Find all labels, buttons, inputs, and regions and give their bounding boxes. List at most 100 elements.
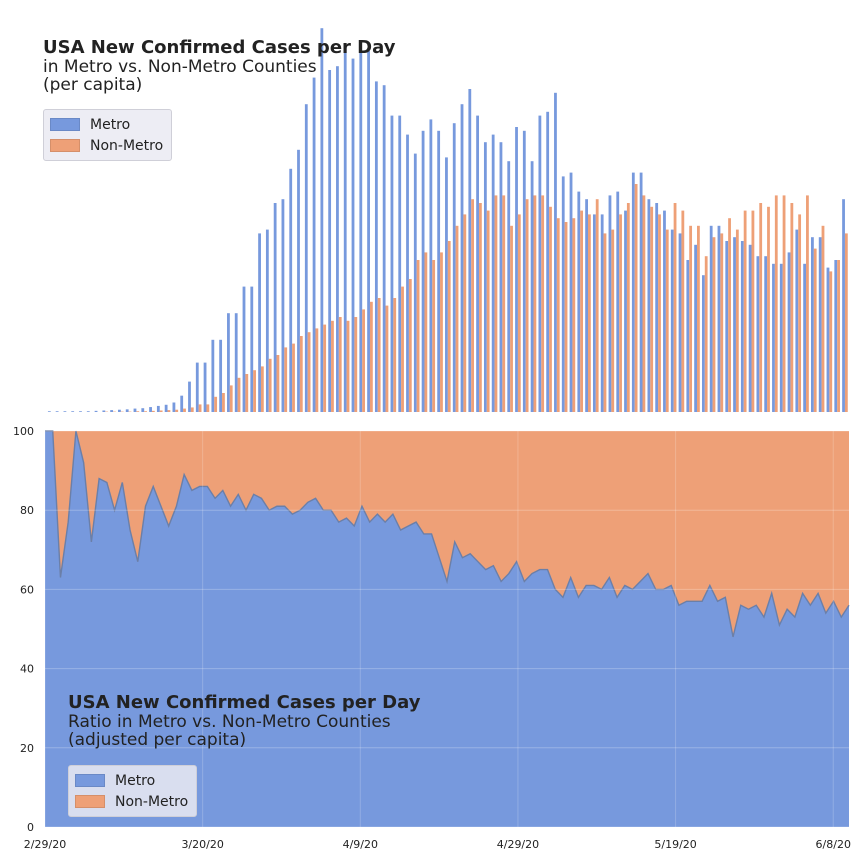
bar-metro xyxy=(460,104,464,412)
bar-metro xyxy=(663,210,666,412)
bar-metro xyxy=(639,172,643,412)
bar-non-metro xyxy=(650,206,654,412)
legend-item-metro: Metro xyxy=(50,114,163,135)
bar-metro xyxy=(515,127,518,412)
bar-non-metro xyxy=(206,404,210,412)
bar-non-metro xyxy=(829,271,833,412)
bar-non-metro xyxy=(136,411,140,412)
bar-metro xyxy=(273,203,277,412)
bar-non-metro xyxy=(767,206,770,412)
bar-metro xyxy=(709,225,713,412)
legend-label-non-metro: Non-Metro xyxy=(90,137,164,154)
legend-swatch-metro xyxy=(50,118,80,131)
bar-non-metro xyxy=(549,206,552,412)
bar-metro xyxy=(779,263,783,412)
bar-metro xyxy=(452,123,456,412)
bar-non-metro xyxy=(759,203,763,412)
bar-non-metro xyxy=(307,332,311,412)
bar-metro xyxy=(468,89,472,412)
bar-metro xyxy=(522,130,526,413)
bar-metro xyxy=(118,409,121,412)
bar-non-metro xyxy=(159,410,163,412)
bar-non-metro xyxy=(510,225,513,412)
bar-non-metro xyxy=(813,248,817,412)
bar-non-metro xyxy=(782,195,786,412)
bar-metro xyxy=(351,58,355,412)
bar-non-metro xyxy=(299,336,303,412)
bar-non-metro xyxy=(323,324,327,412)
bar-metro xyxy=(227,313,230,412)
bar-non-metro xyxy=(580,210,584,412)
legend-item-non-metro: Non-Metro xyxy=(75,791,188,812)
bar-non-metro xyxy=(369,301,373,412)
bar-metro xyxy=(756,256,760,412)
bar-metro xyxy=(647,199,651,412)
bar-non-metro xyxy=(229,385,233,412)
bottom-area-chart xyxy=(45,430,850,827)
bar-metro xyxy=(258,233,261,412)
bar-non-metro xyxy=(245,374,249,412)
top-legend: Metro Non-Metro xyxy=(43,109,173,161)
bar-non-metro xyxy=(642,195,646,412)
top-chart-subtitle2: (per capita) xyxy=(43,75,143,96)
bar-metro xyxy=(701,275,705,412)
bar-non-metro xyxy=(587,214,591,412)
bar-metro xyxy=(717,225,721,412)
bar-metro xyxy=(374,81,378,413)
bar-non-metro xyxy=(455,225,459,412)
bar-non-metro xyxy=(502,195,506,412)
area-metro xyxy=(45,431,849,827)
bar-non-metro xyxy=(564,222,568,412)
bar-non-metro xyxy=(362,309,365,412)
bar-metro xyxy=(343,47,347,412)
bar-metro xyxy=(826,267,830,412)
bar-metro xyxy=(265,229,269,412)
bar-metro xyxy=(320,28,324,412)
bar-metro xyxy=(289,168,293,412)
bar-non-metro xyxy=(253,370,256,412)
bar-metro xyxy=(164,404,168,412)
bar-non-metro xyxy=(167,410,171,412)
bar-metro xyxy=(71,411,75,412)
bar-non-metro xyxy=(790,203,794,412)
bar-metro xyxy=(491,134,495,412)
bar-metro xyxy=(110,410,114,412)
bar-non-metro xyxy=(393,298,397,412)
bar-metro xyxy=(476,115,479,412)
bar-non-metro xyxy=(401,286,404,412)
bar-non-metro xyxy=(198,404,202,412)
bar-metro xyxy=(94,410,98,412)
bar-non-metro xyxy=(681,210,685,412)
y-tick-label: 100 xyxy=(13,425,34,438)
bar-non-metro xyxy=(494,195,498,412)
bar-metro xyxy=(86,411,90,412)
bar-non-metro xyxy=(658,214,661,412)
y-tick-label: 20 xyxy=(20,742,34,755)
bar-metro xyxy=(616,191,620,412)
bar-metro xyxy=(686,260,690,412)
bar-metro xyxy=(740,241,744,412)
bar-metro xyxy=(203,362,207,412)
bar-metro xyxy=(554,92,557,413)
bottom-chart-title-block: USA New Confirmed Cases per Day Ratio in… xyxy=(68,693,420,750)
bar-non-metro xyxy=(525,199,529,412)
bar-non-metro xyxy=(704,256,708,412)
bar-metro xyxy=(304,104,308,412)
bar-non-metro xyxy=(735,229,739,412)
y-tick-label: 40 xyxy=(20,663,34,676)
bar-metro xyxy=(483,142,487,412)
bar-metro xyxy=(631,172,635,412)
bar-metro xyxy=(437,130,441,413)
bar-non-metro xyxy=(728,218,731,412)
bar-non-metro xyxy=(689,225,693,412)
bar-non-metro xyxy=(144,411,147,412)
bar-non-metro xyxy=(806,195,809,412)
bar-metro xyxy=(79,411,82,412)
x-tick-label: 4/9/20 xyxy=(343,838,378,851)
bar-non-metro xyxy=(712,237,716,412)
legend-swatch-metro xyxy=(75,774,105,787)
bar-non-metro xyxy=(720,233,724,412)
bar-non-metro xyxy=(416,260,420,412)
bottom-chart-title: USA New Confirmed Cases per Day xyxy=(68,692,421,713)
bar-non-metro xyxy=(471,199,475,412)
